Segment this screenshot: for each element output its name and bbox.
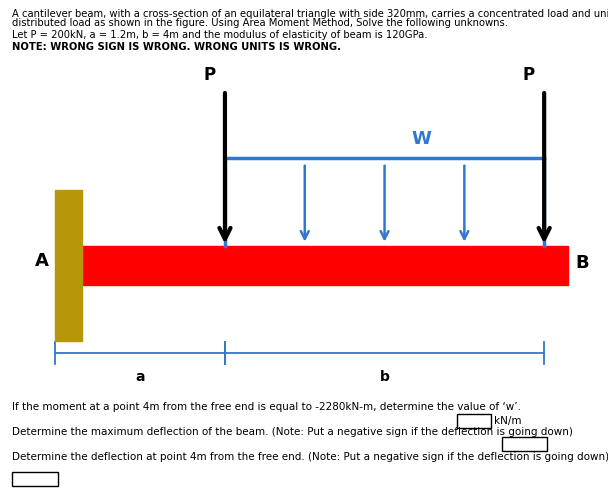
Text: P: P bbox=[523, 66, 535, 84]
Text: Let P = 200kN, a = 1.2m, b = 4m and the modulus of elasticity of beam is 120GPa.: Let P = 200kN, a = 1.2m, b = 4m and the … bbox=[12, 30, 427, 40]
Text: A cantilever beam, with a cross-section of an equilateral triangle with side 320: A cantilever beam, with a cross-section … bbox=[12, 9, 608, 19]
Bar bbox=[55, 190, 82, 341]
Text: If the moment at a point 4m from the free end is equal to -2280kN-m, determine t: If the moment at a point 4m from the fre… bbox=[12, 402, 521, 412]
Text: distributed load as shown in the figure. Using Area Moment Method, Solve the fol: distributed load as shown in the figure.… bbox=[12, 18, 508, 28]
Text: W: W bbox=[411, 130, 431, 148]
Bar bbox=[502, 437, 547, 451]
Text: a: a bbox=[135, 370, 145, 384]
Text: B: B bbox=[576, 254, 589, 272]
Text: NOTE: WRONG SIGN IS WRONG. WRONG UNITS IS WRONG.: NOTE: WRONG SIGN IS WRONG. WRONG UNITS I… bbox=[12, 42, 341, 52]
Text: b: b bbox=[379, 370, 390, 384]
Text: Determine the maximum deflection of the beam. (Note: Put a negative sign if the : Determine the maximum deflection of the … bbox=[12, 427, 573, 437]
Bar bbox=[12, 472, 58, 486]
Bar bbox=[82, 246, 568, 285]
Text: A: A bbox=[35, 252, 49, 270]
Text: Determine the deflection at point 4m from the free end. (Note: Put a negative si: Determine the deflection at point 4m fro… bbox=[12, 452, 608, 462]
Bar bbox=[457, 414, 491, 428]
Text: P: P bbox=[204, 66, 216, 84]
Text: kN/m: kN/m bbox=[494, 416, 522, 426]
